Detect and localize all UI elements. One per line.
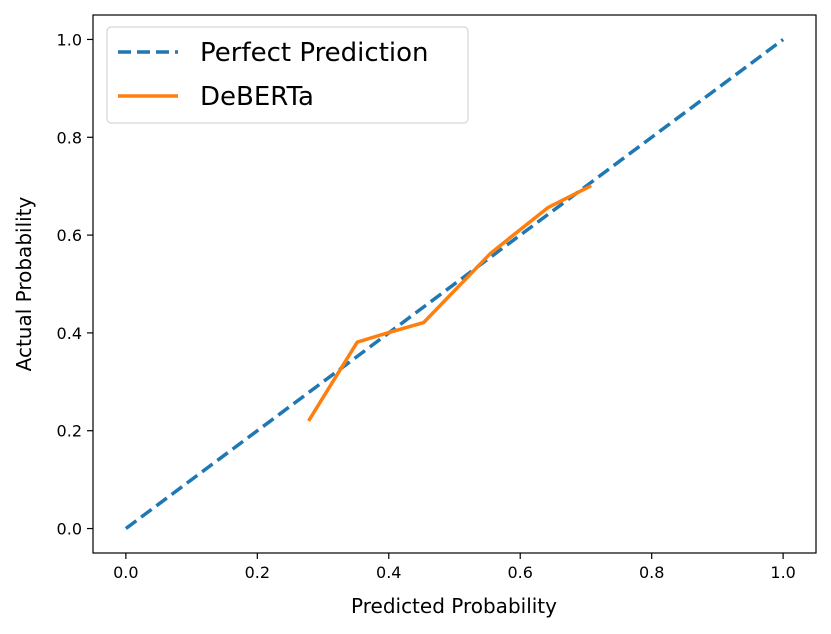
series-line-perfect-prediction bbox=[124, 38, 785, 530]
x-axis-ticks: 0.0 0.2 0.4 0.6 0.8 1.0 bbox=[113, 553, 796, 582]
legend-box bbox=[106, 26, 469, 124]
y-tick-label: 0.8 bbox=[57, 128, 82, 147]
y-tick-label: 0.4 bbox=[57, 324, 82, 343]
x-tick-label: 0.4 bbox=[376, 563, 401, 582]
x-axis-label: Predicted Probability bbox=[351, 594, 557, 618]
x-tick-label: 0.0 bbox=[113, 563, 138, 582]
y-tick-label: 0.6 bbox=[57, 226, 82, 245]
legend: Perfect Prediction DeBERTa bbox=[106, 26, 469, 124]
series-line-deberta bbox=[307, 184, 592, 422]
y-axis-label: Actual Probability bbox=[12, 196, 36, 371]
y-tick-label: 0.0 bbox=[57, 520, 82, 539]
legend-entry-perfect-prediction: Perfect Prediction bbox=[200, 38, 429, 68]
plot-area-frame bbox=[92, 14, 817, 554]
y-tick-label: 1.0 bbox=[57, 30, 82, 49]
y-axis-ticks: 0.0 0.2 0.4 0.6 0.8 1.0 bbox=[57, 30, 93, 539]
x-tick-label: 0.6 bbox=[508, 563, 533, 582]
x-tick-label: 0.8 bbox=[639, 563, 664, 582]
y-tick-label: 0.2 bbox=[57, 422, 82, 441]
x-tick-label: 1.0 bbox=[770, 563, 795, 582]
series-layer bbox=[124, 38, 785, 530]
x-tick-label: 0.2 bbox=[245, 563, 270, 582]
legend-entry-deberta: DeBERTa bbox=[200, 82, 314, 112]
